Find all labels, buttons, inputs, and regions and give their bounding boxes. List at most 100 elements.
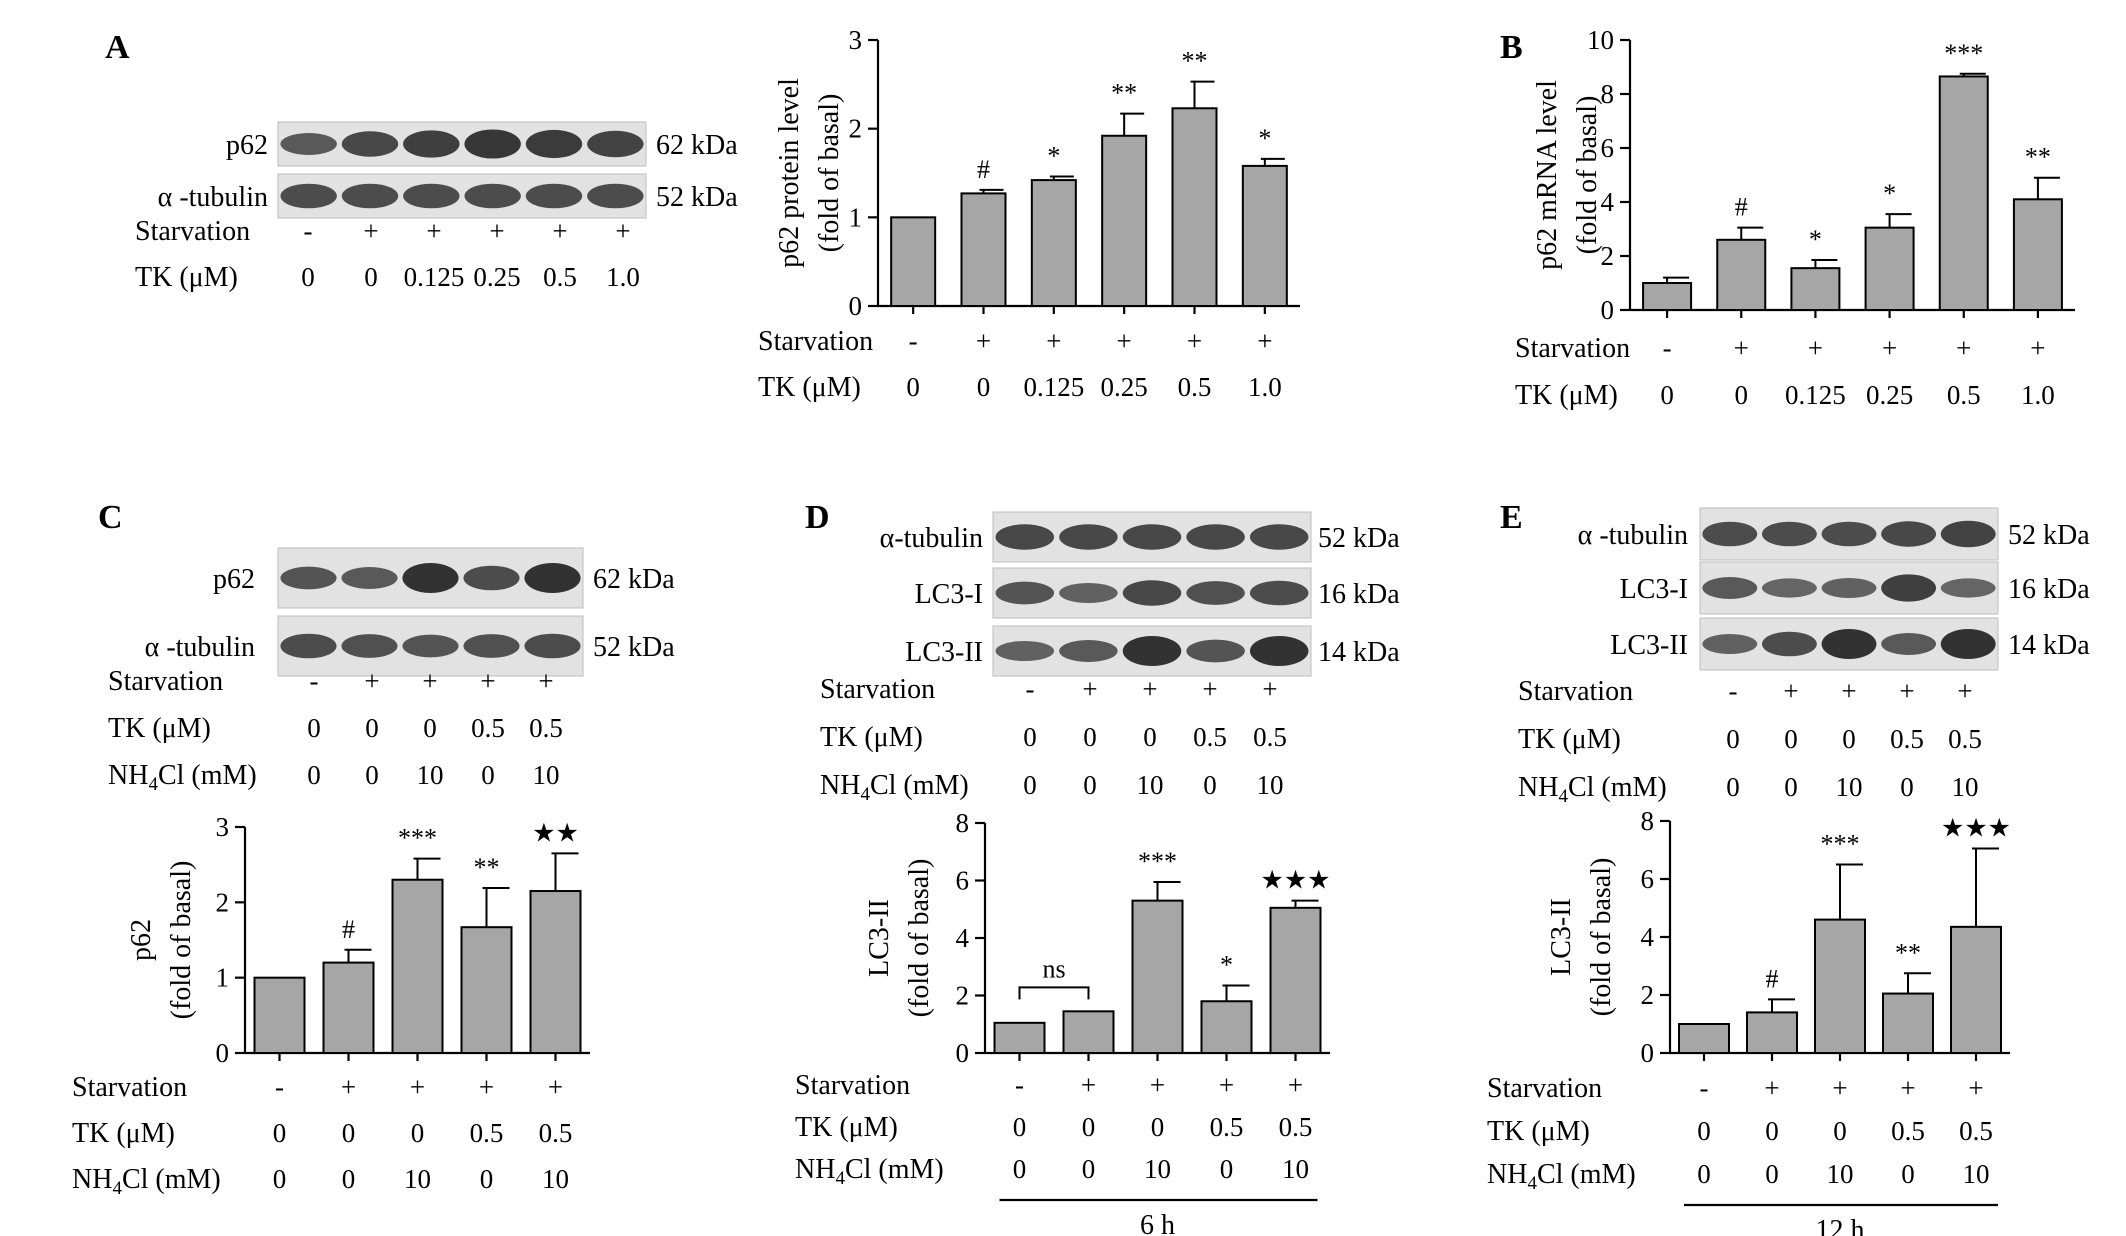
condition-value: 0 — [1735, 380, 1749, 410]
bar — [322, 961, 375, 1054]
y-axis-label: (fold of basal) — [904, 859, 935, 1018]
condition-value: + — [480, 666, 495, 696]
condition-label: TK (μM) — [135, 262, 238, 293]
condition-value: 0.5 — [470, 1118, 504, 1148]
condition-value: 0.5 — [1947, 380, 1981, 410]
condition-value: 0.125 — [1023, 372, 1084, 402]
y-tick-label: 8 — [1641, 806, 1655, 836]
bar — [1642, 282, 1693, 311]
condition-value: 0 — [1082, 1112, 1096, 1142]
condition-label: TK (μM) — [72, 1118, 175, 1149]
blot-kda-label: 52 kDa — [656, 182, 738, 213]
y-tick-label: 8 — [956, 808, 970, 838]
blot-row-label: α-tubulin — [880, 523, 983, 554]
condition-value: 0.5 — [471, 713, 505, 743]
significance-label: * — [1220, 950, 1233, 979]
condition-label: TK (μM) — [795, 1112, 898, 1143]
condition-value: 10 — [1836, 772, 1863, 802]
blot-row-label: LC3-II — [1610, 630, 1688, 661]
bar — [1030, 179, 1077, 308]
blot-band — [463, 634, 520, 658]
time-label: 12 h — [1816, 1215, 1865, 1236]
y-tick-label: 4 — [956, 923, 970, 953]
blot-band — [1186, 639, 1245, 663]
bar — [1241, 164, 1288, 307]
y-axis-label: p62 — [126, 919, 157, 961]
bar — [1864, 226, 1915, 311]
condition-value: 0.125 — [1785, 380, 1846, 410]
blot-band — [1940, 578, 1996, 598]
blot-panel-a: p62 62 kDa α -tubulin 52 kDa Starvation - + + + +… — [135, 121, 738, 293]
y-tick-label: 1 — [849, 202, 863, 232]
bar — [1716, 238, 1767, 311]
condition-value: + — [1764, 1073, 1779, 1103]
blot-panel-c: p62 62 kDa α -tubulin 52 kDa Starvation - + + + +… — [108, 547, 675, 795]
y-axis-label: (fold of basal) — [1586, 858, 1617, 1017]
condition-value: 0 — [411, 1118, 425, 1148]
condition-value: + — [1841, 676, 1856, 706]
blot-band — [1059, 524, 1118, 550]
condition-label: Starvation — [795, 1070, 910, 1101]
western-blot-layer: p62 62 kDa α -tubulin 52 kDa Starvation - + + + +… — [108, 121, 2090, 807]
condition-value: + — [1150, 1070, 1165, 1100]
condition-value: 10 — [404, 1164, 431, 1194]
blot-band — [1881, 574, 1937, 602]
condition-value: 0 — [1765, 1159, 1779, 1189]
condition-value: 0 — [1023, 722, 1037, 752]
condition-value: + — [2030, 333, 2045, 363]
blot-band — [1821, 629, 1877, 659]
condition-value: 0.5 — [1890, 724, 1924, 754]
bar — [1938, 75, 1989, 311]
blot-band — [525, 129, 583, 159]
condition-value: 0 — [1023, 770, 1037, 800]
condition-value: 0 — [423, 713, 437, 743]
blot-band — [403, 183, 460, 209]
condition-value: 10 — [1827, 1159, 1854, 1189]
condition-value: 10 — [1137, 770, 1164, 800]
condition-value: 10 — [1257, 770, 1284, 800]
blot-band — [280, 183, 337, 209]
significance-label: ** — [1182, 47, 1208, 76]
condition-value: - — [304, 216, 313, 246]
condition-value: 0.5 — [1178, 372, 1212, 402]
condition-value: 0 — [906, 372, 920, 402]
condition-value: + — [1832, 1073, 1847, 1103]
bar — [1269, 906, 1322, 1054]
condition-value: + — [1257, 326, 1272, 356]
blot-kda-label: 16 kDa — [1318, 579, 1400, 610]
condition-value: + — [1968, 1073, 1983, 1103]
blot-band — [1186, 524, 1245, 550]
y-tick-label: 0 — [849, 291, 863, 321]
condition-label: Starvation — [758, 326, 873, 357]
blot-band — [1702, 633, 1758, 655]
significance-label: ★★ — [532, 818, 579, 847]
condition-value: 0 — [1082, 1154, 1096, 1184]
condition-value: + — [410, 1072, 425, 1102]
blot-band — [1761, 521, 1817, 547]
y-axis-label: (fold of basal) — [1572, 96, 1603, 255]
blot-kda-label: 52 kDa — [2008, 520, 2090, 551]
bar — [1200, 1000, 1253, 1054]
y-tick-label: 1 — [216, 963, 230, 993]
y-axis-label: (fold of basal) — [814, 94, 845, 253]
condition-value: + — [1262, 674, 1277, 704]
condition-value: 0.5 — [1279, 1112, 1313, 1142]
condition-label: TK (μM) — [820, 722, 923, 753]
blot-band — [587, 130, 644, 158]
condition-value: + — [976, 326, 991, 356]
blot-band — [1249, 524, 1309, 550]
condition-value: + — [1734, 333, 1749, 363]
bar — [1950, 925, 2002, 1054]
blot-band — [1940, 520, 1996, 548]
condition-value: 10 — [1952, 772, 1979, 802]
bar — [1101, 134, 1148, 307]
condition-value: + — [615, 216, 630, 246]
condition-value: + — [1882, 333, 1897, 363]
condition-value: 0 — [1697, 1116, 1711, 1146]
condition-value: 0 — [1220, 1154, 1234, 1184]
blot-band — [341, 634, 398, 658]
blot-kda-label: 16 kDa — [2008, 574, 2090, 605]
